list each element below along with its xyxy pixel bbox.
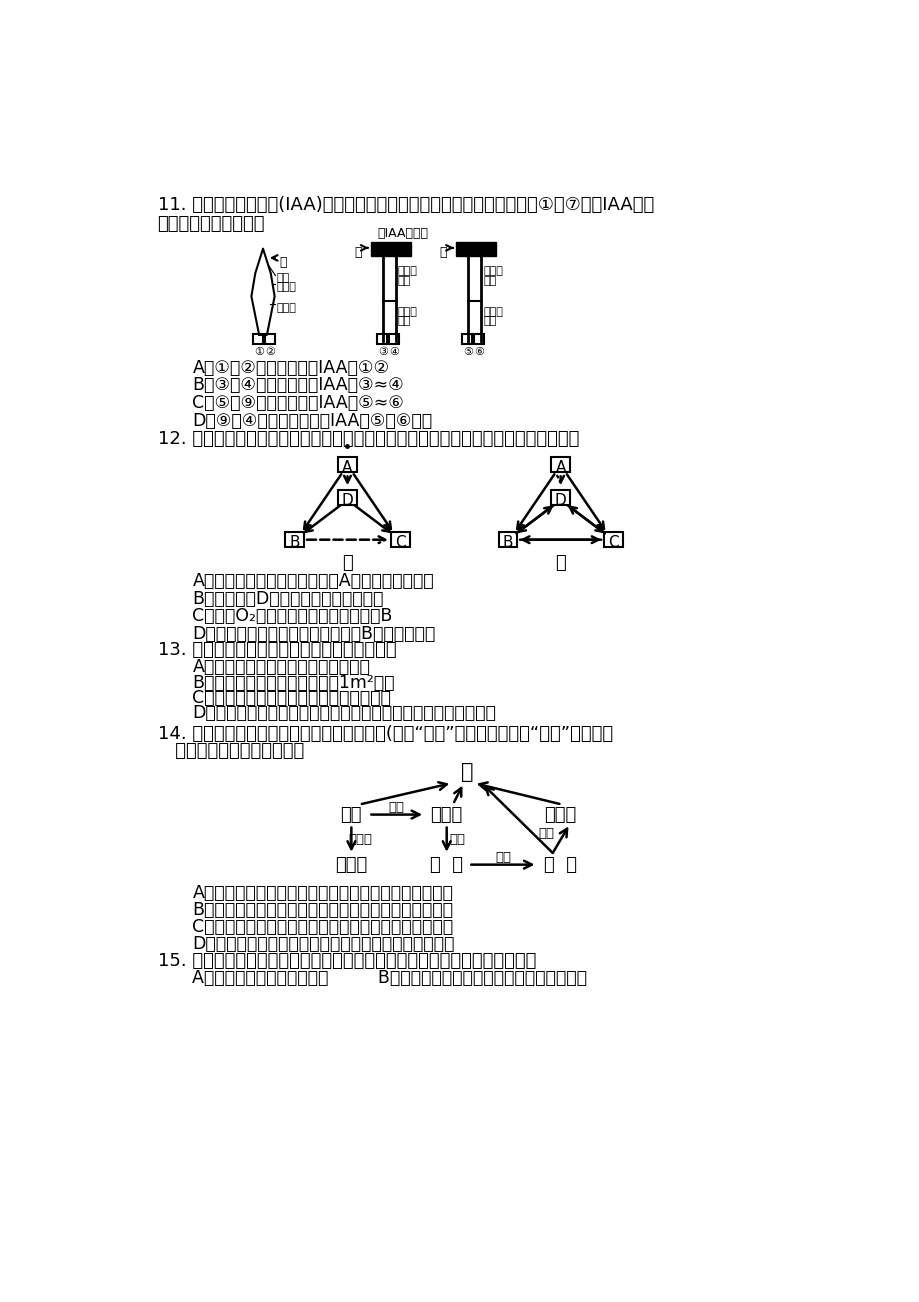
- Text: ⑤: ⑤: [462, 348, 472, 357]
- Text: 12. 甲、乙分别为人体体液中物质交换、生态系统碳循环的示意图，以下说法正确的是: 12. 甲、乙分别为人体体液中物质交换、生态系统碳循环的示意图，以下说法正确的是: [157, 431, 578, 448]
- Bar: [370, 242, 411, 256]
- Text: 农作物: 农作物: [544, 806, 576, 824]
- Text: 上端: 上端: [482, 316, 496, 327]
- Bar: [604, 533, 622, 547]
- Text: B．乙图中的D是生态系统中的主要成分: B．乙图中的D是生态系统中的主要成分: [192, 590, 383, 608]
- Bar: [498, 533, 516, 547]
- Text: D．食物链中能量最少的是乙图中的B所处的营养级: D．食物链中能量最少的是乙图中的B所处的营养级: [192, 625, 436, 643]
- Bar: [253, 335, 263, 344]
- Text: 胚芽鞘: 胚芽鞘: [482, 307, 503, 318]
- Text: B: B: [502, 535, 513, 551]
- Text: ⑥: ⑥: [474, 348, 484, 357]
- Text: 食用菌: 食用菌: [430, 806, 462, 824]
- Text: 上端: 上端: [397, 276, 411, 285]
- Text: 蛆  蛹: 蛆 蛹: [430, 855, 462, 874]
- Bar: [461, 335, 471, 344]
- Bar: [388, 335, 398, 344]
- Text: 禽  畜: 禽 畜: [543, 855, 576, 874]
- Text: B．用玉米的副产品玉米芯生产木糖醇，可增加经济效益: B．用玉米的副产品玉米芯生产木糖醇，可增加经济效益: [192, 901, 453, 919]
- Text: 下端: 下端: [397, 316, 411, 327]
- Text: ④: ④: [389, 348, 399, 357]
- Text: C．用蛹蛹牧便作有机肥还田，运用了能量循环再生原理: C．用蛹蛹牧便作有机肥还田，运用了能量循环再生原理: [192, 918, 453, 936]
- Bar: [391, 533, 409, 547]
- Text: ②: ②: [265, 348, 275, 357]
- Text: 粪便: 粪便: [539, 827, 554, 840]
- Bar: [550, 490, 569, 505]
- Text: 人: 人: [460, 762, 473, 783]
- Text: B．③、④琦脂块中都有IAA，③≈④: B．③、④琦脂块中都有IAA，③≈④: [192, 376, 403, 395]
- Text: 玉米芯: 玉米芯: [348, 833, 372, 846]
- Text: 11. 右图为研究生长素(IAA)产生部位及运输方向的实验，初始时，琦脂块①一⑦不含IAA，对: 11. 右图为研究生长素(IAA)产生部位及运输方向的实验，初始时，琦脂块①一⑦…: [157, 197, 653, 215]
- Text: B: B: [289, 535, 300, 551]
- Text: 13. 下列生物种群数量调查的方法中，正确的是: 13. 下列生物种群数量调查的方法中，正确的是: [157, 642, 396, 659]
- Bar: [456, 242, 495, 256]
- Text: 光: 光: [279, 256, 287, 270]
- Text: 下端: 下端: [482, 276, 496, 285]
- Bar: [338, 490, 357, 505]
- Text: 云母片: 云母片: [276, 302, 296, 312]
- Text: C．人体O₂浓度最高的部位是甲图中的B: C．人体O₂浓度最高的部位是甲图中的B: [192, 608, 392, 625]
- Bar: [377, 335, 387, 344]
- Text: 木糖醇: 木糖醇: [335, 855, 367, 874]
- Text: B．调查马尾松，小样方划分为1m²左右: B．调查马尾松，小样方划分为1m²左右: [192, 673, 394, 691]
- Text: 甲: 甲: [342, 553, 353, 572]
- Bar: [550, 457, 569, 471]
- Text: 14. 设计生态工程的常用方法之一是给食物链(网）“加环”，右图就是一种“加环”示意图，: 14. 设计生态工程的常用方法之一是给食物链(网）“加环”，右图就是一种“加环”…: [157, 724, 612, 742]
- Text: C: C: [607, 535, 618, 551]
- Text: 乙: 乙: [555, 553, 565, 572]
- Text: A: A: [342, 460, 352, 475]
- Text: D．调查趋光性农业害虫，可用定位设置灯光诱捕，定时计数方法: D．调查趋光性农业害虫，可用定位设置灯光诱捕，定时计数方法: [192, 704, 496, 723]
- Text: ③: ③: [378, 348, 387, 357]
- Text: 鞘尖端: 鞘尖端: [276, 281, 296, 292]
- Bar: [338, 457, 357, 471]
- Text: D．在离开人的管理条件下，该生态工程仍可以正常运转: D．在离开人的管理条件下，该生态工程仍可以正常运转: [192, 935, 454, 953]
- Text: ①: ①: [254, 348, 264, 357]
- Text: D．⑨、④琦脂块中含有的IAA与⑤、⑥相等: D．⑨、④琦脂块中含有的IAA与⑤、⑥相等: [192, 411, 432, 430]
- Text: 胚芽鞘: 胚芽鞘: [397, 267, 417, 276]
- Text: A: A: [555, 460, 565, 475]
- Text: A．调查蜗虫幼虫跳蜆，用标志重捕法: A．调查蜗虫幼虫跳蜆，用标志重捕法: [192, 659, 370, 676]
- Bar: [285, 533, 304, 547]
- Text: D: D: [554, 493, 566, 508]
- Bar: [265, 335, 275, 344]
- Text: 残渣: 残渣: [389, 801, 404, 814]
- Text: D: D: [341, 493, 353, 508]
- Text: 胚芽: 胚芽: [276, 273, 289, 284]
- Text: A．用残渣来培育食用菌和蛹蛹，提高了能量的传递效率: A．用残渣来培育食用菌和蛹蛹，提高了能量的传递效率: [192, 884, 453, 902]
- Text: C: C: [394, 535, 405, 551]
- Text: A．①、②琦脂块中都有IAA，①②: A．①、②琦脂块中都有IAA，①②: [192, 359, 390, 376]
- Text: 实验结果表述正确的是: 实验结果表述正确的是: [157, 215, 265, 233]
- Text: 光: 光: [439, 246, 447, 259]
- Text: 光: 光: [354, 246, 361, 259]
- Text: A．用盐腌制时，加盐量太少         B．用来腌制腐乳的玻璃瓶，没有用沩水消毒: A．用盐腌制时，加盐量太少 B．用来腌制腐乳的玻璃瓶，没有用沩水消毒: [192, 970, 587, 987]
- Text: 15. 某同学在制作腐乳的过程中，发现豆腿腐败变质，下列不属于其原因的是: 15. 某同学在制作腐乳的过程中，发现豆腿腐败变质，下列不属于其原因的是: [157, 952, 536, 970]
- Text: A．人体过敏反应时，甲图中的A增加导致组织水肿: A．人体过敏反应时，甲图中的A增加导致组织水肿: [192, 572, 434, 590]
- Bar: [473, 335, 483, 344]
- Text: 胚芽鞘: 胚芽鞘: [482, 267, 503, 276]
- Text: 据图判断下列说法正确的是: 据图判断下列说法正确的是: [157, 742, 303, 760]
- Text: 饲料: 饲料: [494, 852, 510, 865]
- Text: 含IAA琼脂块: 含IAA琼脂块: [377, 227, 427, 240]
- Text: 胚芽鞘: 胚芽鞘: [397, 307, 417, 318]
- Text: C．调查蒲公英，只计数小样方内的个体数: C．调查蒲公英，只计数小样方内的个体数: [192, 689, 391, 707]
- Text: 残渣: 残渣: [449, 833, 465, 846]
- Text: C．⑤、⑨琦脂块中都有IAA，⑤≈⑥: C．⑤、⑨琦脂块中都有IAA，⑤≈⑥: [192, 395, 404, 413]
- Text: 玉米: 玉米: [340, 806, 362, 824]
